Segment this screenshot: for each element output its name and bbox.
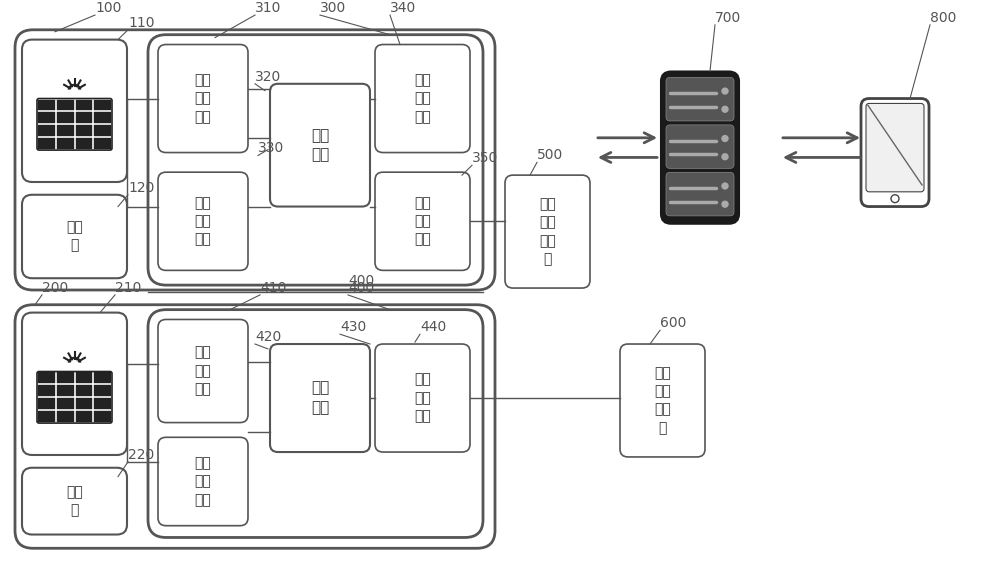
Bar — [94, 126, 111, 136]
Text: 800: 800 — [930, 11, 956, 25]
FancyBboxPatch shape — [620, 344, 705, 457]
Bar — [76, 100, 92, 110]
Text: 600: 600 — [660, 316, 686, 330]
FancyBboxPatch shape — [158, 319, 248, 423]
Bar — [38, 126, 55, 136]
Bar — [94, 398, 111, 409]
Bar — [94, 113, 111, 123]
Text: 700: 700 — [715, 11, 741, 25]
Circle shape — [722, 154, 728, 160]
Text: 光电
传感
发射
器: 光电 传感 发射 器 — [654, 366, 671, 435]
Text: 充电
识别
模块: 充电 识别 模块 — [195, 346, 211, 396]
FancyBboxPatch shape — [148, 35, 483, 285]
FancyBboxPatch shape — [158, 437, 248, 526]
Circle shape — [722, 183, 728, 189]
FancyBboxPatch shape — [375, 344, 470, 452]
Text: 110: 110 — [128, 16, 154, 30]
Text: 300: 300 — [320, 1, 346, 15]
Bar — [57, 398, 74, 409]
FancyBboxPatch shape — [666, 78, 734, 121]
FancyBboxPatch shape — [15, 30, 495, 290]
Text: 供电
控制
模块: 供电 控制 模块 — [414, 196, 431, 247]
Bar — [38, 100, 55, 110]
Text: 440: 440 — [420, 320, 446, 334]
Bar — [57, 373, 74, 383]
Text: 340: 340 — [390, 1, 416, 15]
FancyBboxPatch shape — [270, 344, 370, 452]
FancyBboxPatch shape — [22, 468, 127, 534]
Bar — [76, 386, 92, 396]
Text: 电池
组: 电池 组 — [66, 485, 83, 517]
Text: 330: 330 — [258, 141, 284, 155]
Bar — [94, 411, 111, 422]
Circle shape — [891, 195, 899, 203]
FancyBboxPatch shape — [666, 125, 734, 168]
Text: 120: 120 — [128, 181, 154, 195]
Text: 充电
管理
模块: 充电 管理 模块 — [195, 456, 211, 507]
Bar — [38, 411, 55, 422]
Text: 220: 220 — [128, 448, 154, 462]
Text: 400: 400 — [348, 274, 374, 288]
Text: 310: 310 — [255, 1, 281, 15]
FancyBboxPatch shape — [158, 44, 248, 153]
FancyBboxPatch shape — [270, 84, 370, 207]
FancyBboxPatch shape — [666, 172, 734, 216]
Text: 350: 350 — [472, 151, 498, 166]
Bar — [76, 398, 92, 409]
FancyBboxPatch shape — [15, 305, 495, 548]
Bar — [57, 126, 74, 136]
FancyBboxPatch shape — [661, 72, 739, 224]
Text: 400: 400 — [348, 281, 374, 295]
Text: 主控
模块: 主控 模块 — [311, 128, 329, 163]
FancyBboxPatch shape — [22, 39, 127, 182]
Bar — [38, 386, 55, 396]
Text: 430: 430 — [340, 320, 366, 334]
Bar — [76, 411, 92, 422]
Circle shape — [722, 88, 728, 94]
Text: 320: 320 — [255, 70, 281, 84]
Text: 电池
组: 电池 组 — [66, 220, 83, 253]
Bar — [38, 113, 55, 123]
Bar — [38, 373, 55, 383]
FancyBboxPatch shape — [158, 172, 248, 270]
Text: 无线
通信
模块: 无线 通信 模块 — [414, 73, 431, 124]
Bar — [76, 373, 92, 383]
Circle shape — [722, 201, 728, 207]
Text: 供电
控制
模块: 供电 控制 模块 — [414, 373, 431, 423]
Text: 充电
管理
模块: 充电 管理 模块 — [195, 196, 211, 247]
Bar — [94, 386, 111, 396]
Bar — [57, 386, 74, 396]
Circle shape — [722, 106, 728, 112]
FancyBboxPatch shape — [866, 104, 924, 192]
Bar — [57, 411, 74, 422]
Text: 主控
模块: 主控 模块 — [311, 381, 329, 415]
Bar — [76, 113, 92, 123]
FancyBboxPatch shape — [375, 44, 470, 153]
Text: 410: 410 — [260, 281, 286, 295]
Bar — [38, 398, 55, 409]
Bar — [57, 113, 74, 123]
FancyBboxPatch shape — [375, 172, 470, 270]
Bar — [76, 126, 92, 136]
Text: 充电
识别
模块: 充电 识别 模块 — [195, 73, 211, 124]
FancyBboxPatch shape — [22, 195, 127, 278]
Bar — [38, 138, 55, 149]
Bar — [76, 138, 92, 149]
FancyBboxPatch shape — [22, 312, 127, 455]
Bar — [94, 100, 111, 110]
Text: 100: 100 — [95, 1, 121, 15]
FancyBboxPatch shape — [148, 310, 483, 538]
Text: 420: 420 — [255, 330, 281, 344]
Text: 500: 500 — [537, 149, 563, 162]
Circle shape — [722, 136, 728, 141]
Bar — [57, 138, 74, 149]
Bar — [57, 100, 74, 110]
Text: 光电
传感
接收
器: 光电 传感 接收 器 — [539, 197, 556, 266]
Text: 210: 210 — [115, 281, 141, 295]
FancyBboxPatch shape — [861, 99, 929, 207]
Bar — [94, 138, 111, 149]
Text: 200: 200 — [42, 281, 68, 295]
Bar — [94, 373, 111, 383]
FancyBboxPatch shape — [505, 175, 590, 288]
